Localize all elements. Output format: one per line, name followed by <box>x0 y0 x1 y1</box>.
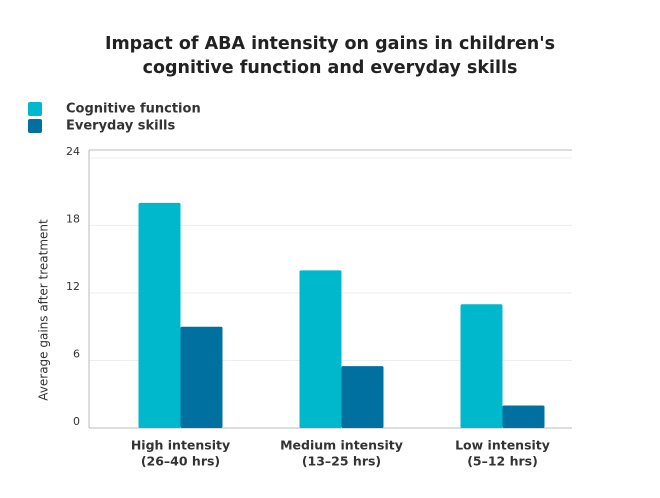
legend-swatch <box>28 102 42 116</box>
y-tick-label: 0 <box>73 415 80 428</box>
bar <box>502 405 545 428</box>
bar <box>180 326 223 428</box>
bar <box>341 366 384 428</box>
legend-label: Everyday skills <box>66 119 175 134</box>
chart-title: Impact of ABA intensity on gains in chil… <box>105 34 555 54</box>
legend-label: Cognitive function <box>66 102 201 117</box>
legend-swatch <box>28 119 42 133</box>
bar <box>138 202 181 428</box>
x-tick-label: (26–40 hrs) <box>141 454 220 469</box>
y-axis-label: Average gains after treatment <box>37 219 51 401</box>
x-tick-label: (5–12 hrs) <box>467 454 538 469</box>
x-tick-label: (13–25 hrs) <box>302 454 381 469</box>
y-tick-label: 6 <box>73 347 80 360</box>
chart-title: cognitive function and everyday skills <box>143 58 518 78</box>
y-tick-label: 24 <box>66 145 80 158</box>
bar <box>460 304 503 428</box>
bar <box>299 270 342 428</box>
x-tick-label: Low intensity <box>455 438 550 453</box>
x-tick-label: High intensity <box>131 438 230 453</box>
y-tick-label: 18 <box>66 212 80 225</box>
x-tick-label: Medium intensity <box>280 438 403 453</box>
y-tick-label: 12 <box>66 280 80 293</box>
